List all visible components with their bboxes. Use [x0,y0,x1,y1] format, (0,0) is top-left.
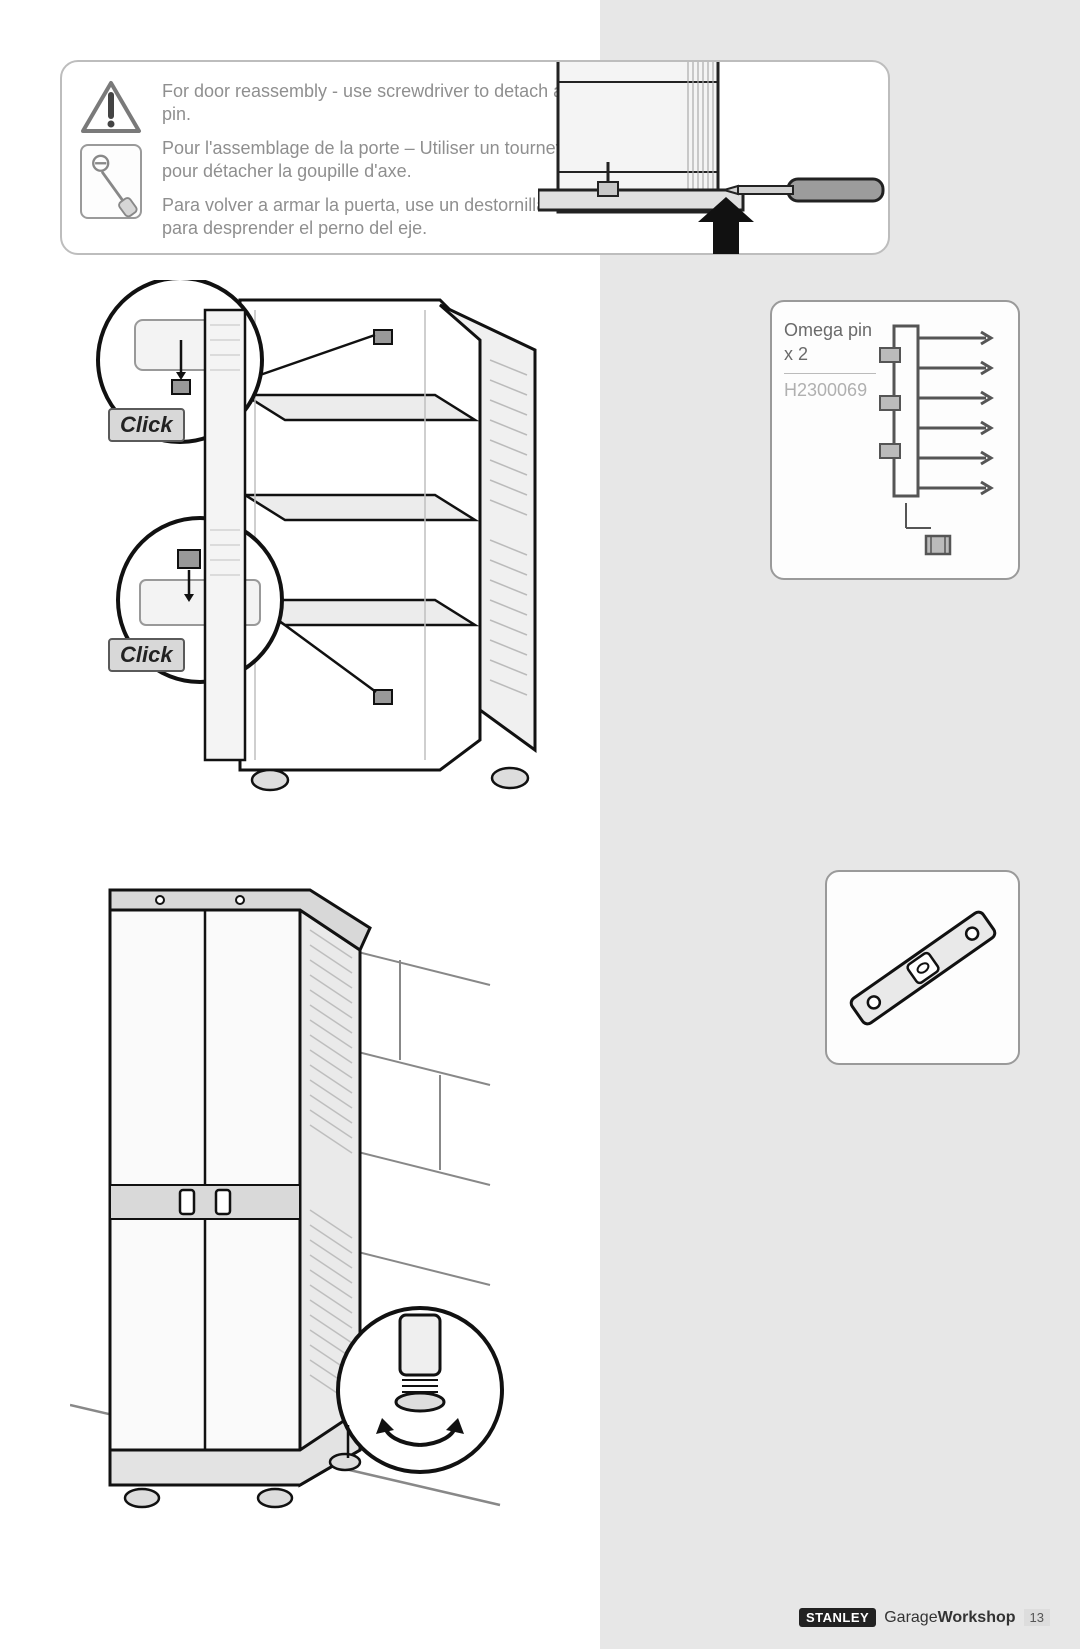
screwdriver-icon-box [80,144,142,219]
parts-sprue-diagram [876,318,1006,562]
click-label-top: Click [108,408,185,442]
callout-es: Para volver a armar la puerta, use un de… [162,194,602,239]
warning-icon [80,80,142,134]
spirit-level-icon [838,883,1008,1053]
callout-diagram [538,62,888,257]
brand-badge: STANLEY [799,1608,876,1627]
callout-en: For door reassembly - use screwdriver to… [162,80,602,125]
page-number: 13 [1024,1609,1050,1626]
series-label: GarageWorkshop [884,1609,1015,1627]
callout-icon-column [80,80,150,219]
callout-fr: Pour l'assemblage de la porte – Utiliser… [162,137,602,182]
closed-cabinet-figure [70,850,590,1520]
callout-text: For door reassembly - use screwdriver to… [162,80,602,251]
page-footer: STANLEY GarageWorkshop 13 [799,1608,1050,1627]
parts-label: Omega pin x 2 H2300069 [784,318,876,562]
part-number: H2300069 [784,373,876,402]
part-qty: x 2 [784,344,808,364]
open-cabinet-figure: Click Click [80,280,570,810]
part-name: Omega pin [784,320,872,340]
parts-panel: Omega pin x 2 H2300069 [770,300,1020,580]
reassembly-callout: For door reassembly - use screwdriver to… [60,60,890,255]
level-panel [825,870,1020,1065]
click-label-bottom: Click [108,638,185,672]
